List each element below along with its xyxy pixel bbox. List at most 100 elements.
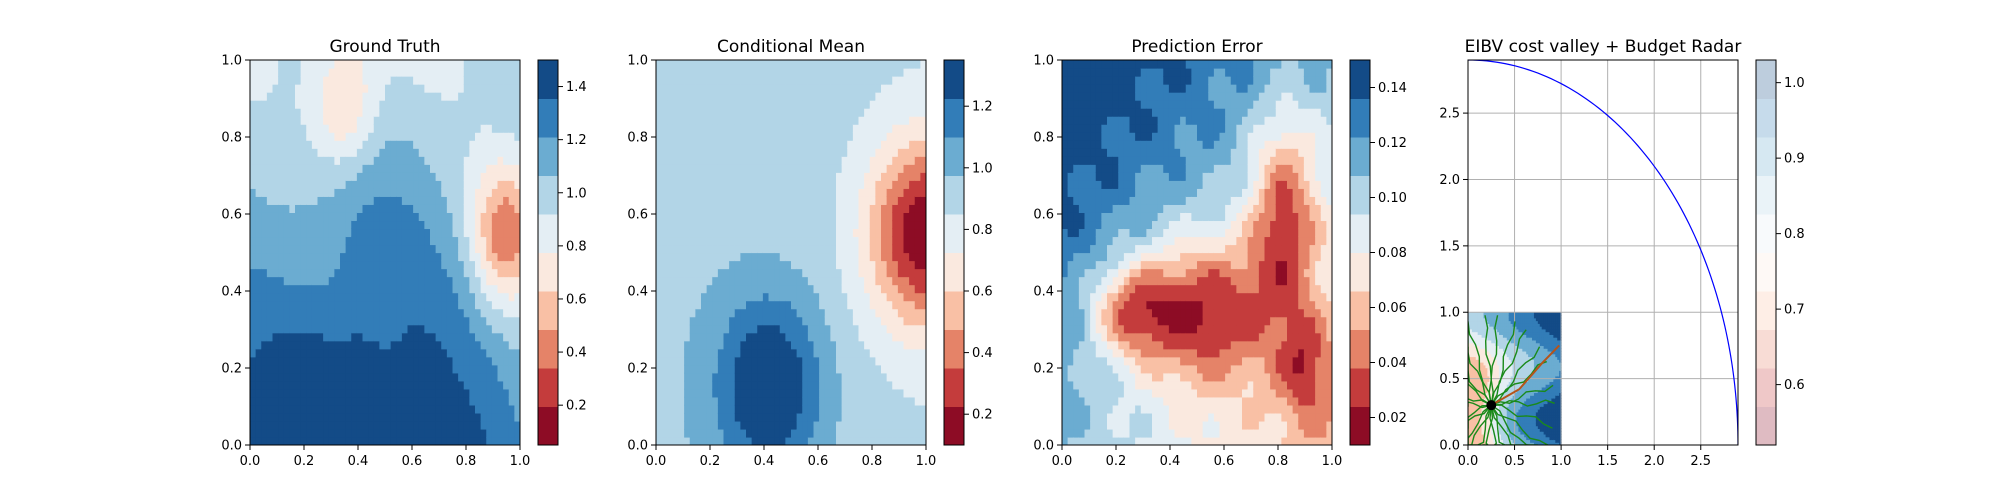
heatmap-cell (452, 60, 459, 69)
heatmap-cell (796, 220, 803, 230)
heatmap-cell (250, 108, 257, 117)
heatmap-cell (503, 348, 510, 358)
heatmap-cell (869, 300, 876, 310)
heatmap-cell (401, 316, 409, 326)
heatmap-cell (368, 428, 375, 438)
heatmap-cell (396, 356, 403, 366)
heatmap-cell (779, 60, 786, 69)
heatmap-cell (1073, 164, 1080, 173)
heatmap-cell (311, 92, 319, 101)
heatmap-cell (768, 108, 775, 117)
heatmap-cell (1090, 164, 1097, 173)
heatmap-cell (311, 356, 319, 366)
heatmap-cell (824, 308, 831, 318)
heatmap-cell (717, 60, 725, 69)
heatmap-cell (813, 364, 820, 374)
heatmap-cell (368, 116, 375, 125)
heatmap-cell (841, 236, 848, 246)
heatmap-cell (875, 420, 882, 430)
heatmap-cell (684, 220, 691, 230)
heatmap-cell (864, 148, 871, 157)
heatmap-cell (255, 316, 262, 326)
heatmap-cell (864, 420, 871, 430)
heatmap-cell (328, 412, 335, 422)
heatmap-cell (508, 164, 515, 173)
heatmap-cell (909, 404, 916, 414)
heatmap-cell (351, 436, 358, 445)
heatmap-cell (430, 356, 437, 366)
heatmap-cell (819, 172, 826, 181)
heatmap-cell (807, 396, 815, 406)
heatmap-cell (841, 332, 848, 342)
heatmap-cell (295, 308, 302, 318)
heatmap-cell (401, 396, 409, 406)
heatmap-cell (701, 428, 708, 438)
heatmap-cell (656, 420, 663, 430)
heatmap-cell (514, 116, 520, 125)
heatmap-cell (345, 124, 352, 133)
heatmap-cell (486, 188, 493, 197)
heatmap-cell (480, 436, 487, 445)
heatmap-cell (841, 196, 848, 205)
heatmap-cell (255, 124, 262, 133)
heatmap-cell (418, 348, 425, 358)
heatmap-cell (390, 60, 397, 69)
heatmap-cell (323, 276, 330, 286)
axis-ticks: 0.0 0.2 0.4 0.6 0.8 1.00.00.20.40.60.81.0 (627, 54, 936, 470)
heatmap-cell (892, 172, 899, 181)
heatmap-cell (368, 204, 375, 213)
heatmap-cell (328, 148, 335, 157)
heatmap-cell (734, 180, 741, 189)
heatmap-cell (407, 372, 414, 382)
heatmap-cell (311, 388, 319, 398)
heatmap-cell (300, 372, 307, 382)
heatmap-cell (695, 132, 702, 141)
heatmap-cell (819, 132, 826, 141)
heatmap-cell (684, 108, 691, 117)
heatmap-cell (1067, 428, 1074, 438)
heatmap-cell (807, 60, 815, 69)
heatmap-cell (920, 300, 926, 310)
heatmap-cell (413, 196, 420, 205)
heatmap-cell (1084, 396, 1091, 406)
heatmap-cell (334, 332, 341, 342)
heatmap-cell (779, 164, 786, 173)
heatmap-cell (824, 164, 831, 173)
heatmap-cell (435, 164, 442, 173)
heatmap-cell (672, 436, 680, 445)
heatmap-cell (712, 60, 719, 69)
heatmap-cell (824, 276, 831, 286)
colorbar-tick-label: 0.4 (566, 346, 587, 361)
heatmap-cell (819, 340, 826, 350)
heatmap-cell (385, 100, 392, 109)
heatmap-cell (667, 236, 674, 246)
heatmap-cell (689, 100, 696, 109)
heatmap-cell (796, 308, 803, 318)
heatmap-cell (452, 76, 459, 85)
heatmap-cell (345, 68, 352, 77)
heatmap-cell (261, 204, 268, 213)
heatmap-cell (841, 356, 848, 366)
heatmap-cell (283, 276, 290, 286)
heatmap-cell (508, 204, 515, 213)
heatmap-cell (712, 140, 719, 149)
heatmap-cell (667, 68, 674, 77)
heatmap-cell (446, 244, 454, 254)
heatmap-cell (362, 292, 369, 302)
heatmap-cell (836, 252, 843, 262)
heatmap-cell (740, 140, 747, 149)
heatmap-cell (768, 196, 775, 205)
heatmap-cell (311, 68, 319, 77)
heatmap-cell (847, 332, 854, 342)
heatmap-cell (661, 148, 668, 157)
heatmap-cell (463, 244, 470, 254)
heatmap-cell (813, 108, 820, 117)
heatmap-cell (373, 388, 380, 398)
heatmap-cell (1078, 300, 1086, 310)
heatmap-cell (1062, 372, 1069, 382)
heatmap-cell (295, 180, 302, 189)
heatmap-cell (396, 124, 403, 133)
heatmap-cell (1062, 68, 1069, 77)
heatmap-cell (311, 260, 319, 270)
heatmap-cell (779, 100, 786, 109)
